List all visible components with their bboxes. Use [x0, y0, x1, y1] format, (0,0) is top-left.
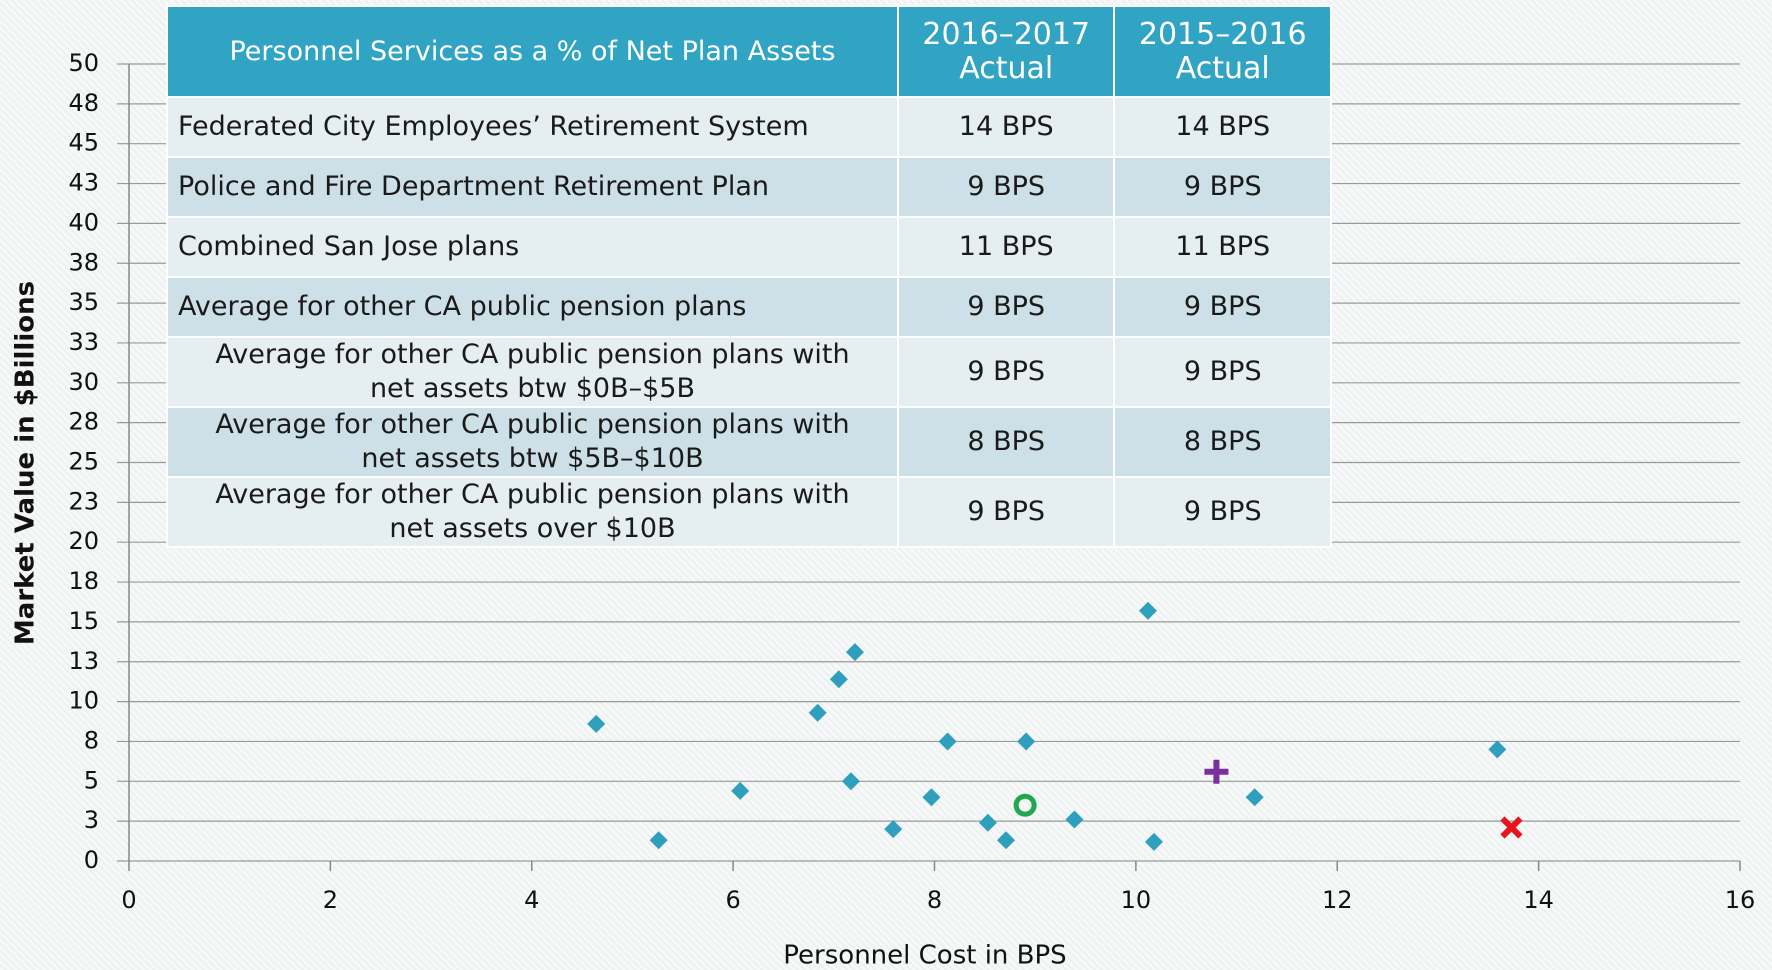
- x-tick-label: 0: [121, 886, 136, 914]
- y-tick-label: 10: [68, 687, 99, 715]
- y-tick-label: 8: [84, 726, 99, 754]
- table-cell: 14 BPS: [896, 96, 1116, 158]
- point: [978, 813, 997, 832]
- table-row: Average for other CA public pension plan…: [166, 336, 1332, 408]
- x-tick-label: 14: [1523, 886, 1554, 914]
- table-cell: 11 BPS: [1113, 216, 1332, 278]
- point: [1138, 601, 1157, 620]
- point: [1013, 793, 1037, 817]
- x-axis-title: Personnel Cost in BPS: [783, 941, 1066, 970]
- point: [731, 781, 750, 800]
- table-cell: Average for other CA public pension plan…: [166, 276, 899, 338]
- header-cell: 2015–2016 Actual: [1113, 5, 1332, 98]
- table-cell: 9 BPS: [1113, 336, 1332, 408]
- y-tick-label: 25: [68, 448, 99, 476]
- y-tick-label: 5: [84, 766, 99, 794]
- table-row: Average for other CA public pension plan…: [166, 406, 1332, 478]
- table-cell: 11 BPS: [896, 216, 1116, 278]
- point: [845, 643, 864, 662]
- table-cell: 9 BPS: [1113, 276, 1332, 338]
- y-tick-label: 28: [68, 408, 99, 436]
- x-tick-label: 16: [1725, 886, 1756, 914]
- y-tick-label: 45: [68, 129, 99, 157]
- table-cell: Federated City Employees’ Retirement Sys…: [166, 96, 899, 158]
- y-tick-label: 13: [68, 647, 99, 675]
- y-tick-label: 30: [68, 368, 99, 396]
- x-tick-label: 12: [1322, 886, 1353, 914]
- table-row: Police and Fire Department Retirement Pl…: [166, 156, 1332, 218]
- table-cell: 8 BPS: [1113, 406, 1332, 478]
- y-tick-label: 43: [68, 169, 99, 197]
- header-row: Personnel Services as a % of Net Plan As…: [166, 5, 1332, 98]
- table-cell: 9 BPS: [1113, 476, 1332, 548]
- x-tick-label: 8: [927, 886, 942, 914]
- y-tick-label: 15: [68, 607, 99, 635]
- table-row: Federated City Employees’ Retirement Sys…: [166, 96, 1332, 158]
- point: [1017, 732, 1036, 751]
- table-row: Average for other CA public pension plan…: [166, 476, 1332, 548]
- table-cell: 9 BPS: [896, 156, 1116, 218]
- point: [808, 703, 827, 722]
- y-tick-label: 3: [84, 806, 99, 834]
- table-cell: Combined San Jose plans: [166, 216, 899, 278]
- table-row: Combined San Jose plans 11 BPS 11 BPS: [166, 216, 1332, 278]
- y-tick-label: 48: [68, 89, 99, 117]
- header-cell: 2016–2017 Actual: [896, 5, 1116, 98]
- y-tick-label: 20: [68, 527, 99, 555]
- x-tick-label: 6: [725, 886, 740, 914]
- table-cell: 9 BPS: [1113, 156, 1332, 218]
- point: [1144, 832, 1163, 851]
- point: [1065, 810, 1084, 829]
- y-tick-label: 50: [68, 49, 99, 77]
- table: Personnel Services as a % of Net Plan As…: [166, 5, 1332, 548]
- point: [1204, 759, 1229, 784]
- table-cell: 14 BPS: [1113, 96, 1332, 158]
- x-tick-label: 10: [1121, 886, 1152, 914]
- point: [649, 831, 668, 850]
- table-cell: Average for other CA public pension plan…: [166, 476, 899, 548]
- y-axis-title: Market Value in $Billions: [11, 281, 41, 645]
- y-tick-label: 0: [84, 846, 99, 874]
- point: [996, 831, 1015, 850]
- table-cell: Police and Fire Department Retirement Pl…: [166, 156, 899, 218]
- point: [841, 772, 860, 791]
- x-tick-label: 2: [323, 886, 338, 914]
- y-tick-label: 23: [68, 487, 99, 515]
- point: [1245, 788, 1264, 807]
- table-row: Average for other CA public pension plan…: [166, 276, 1332, 338]
- header-cell: Personnel Services as a % of Net Plan As…: [166, 5, 899, 98]
- table-cell: Average for other CA public pension plan…: [166, 406, 899, 478]
- point: [884, 820, 903, 839]
- table-cell: 9 BPS: [896, 336, 1116, 408]
- point: [587, 714, 606, 733]
- y-tick-label: 35: [68, 288, 99, 316]
- point: [829, 670, 848, 689]
- y-tick-label: 40: [68, 208, 99, 236]
- x-tick-label: 4: [524, 886, 539, 914]
- y-tick-label: 33: [68, 328, 99, 356]
- table-cell: 9 BPS: [896, 476, 1116, 548]
- table-cell: 8 BPS: [896, 406, 1116, 478]
- y-tick-label: 18: [68, 567, 99, 595]
- point: [922, 788, 941, 807]
- point: [1488, 740, 1507, 759]
- table-cell: Average for other CA public pension plan…: [166, 336, 899, 408]
- point: [938, 732, 957, 751]
- y-tick-label: 38: [68, 248, 99, 276]
- point: [1500, 816, 1523, 839]
- table-cell: 9 BPS: [896, 276, 1116, 338]
